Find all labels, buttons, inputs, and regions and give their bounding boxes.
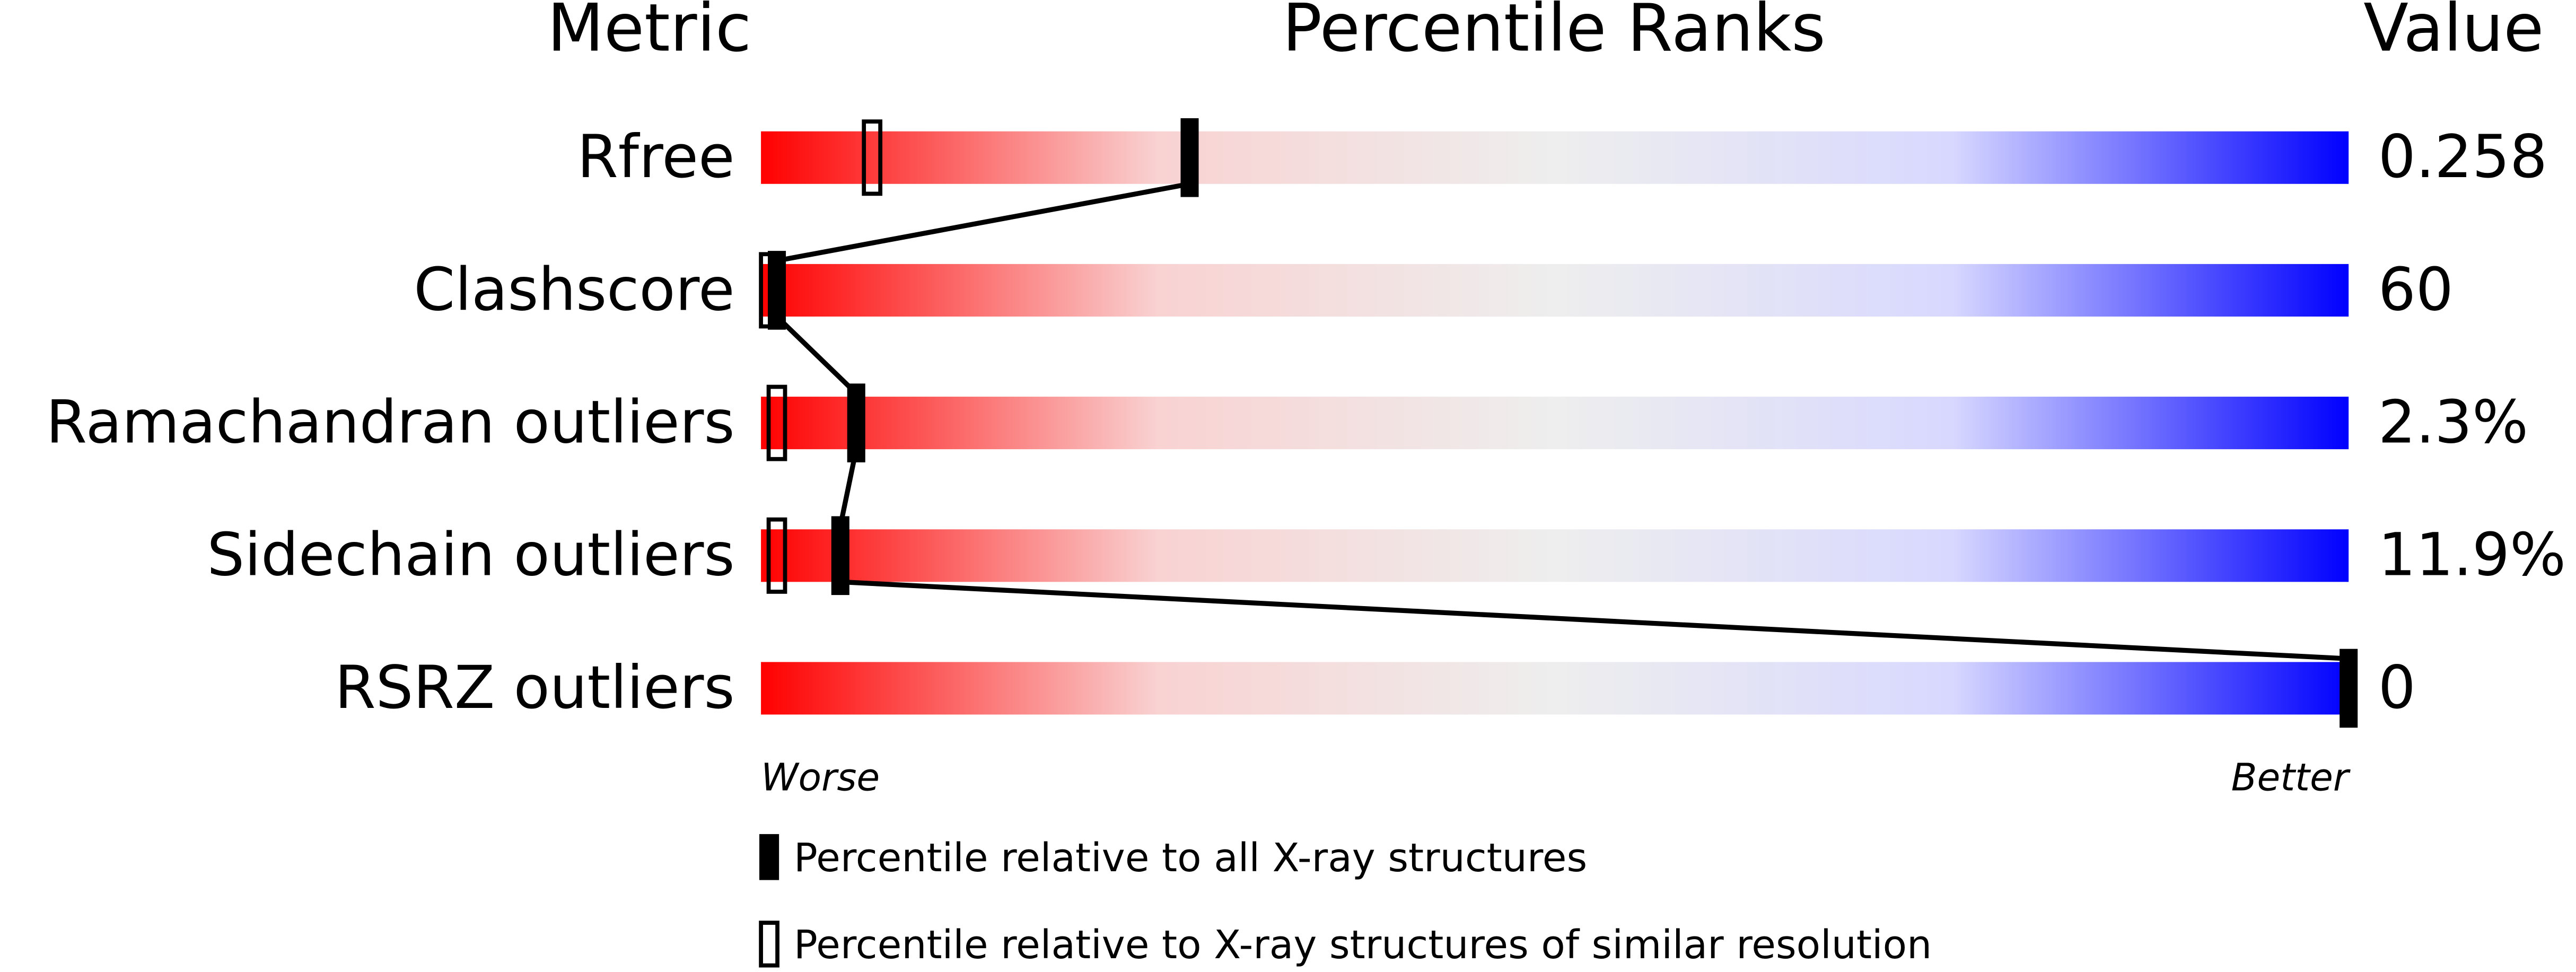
percentile-marker bbox=[1180, 118, 1199, 197]
metric-label: Sidechain outliers bbox=[207, 521, 734, 590]
metric-label: Rfree bbox=[577, 123, 734, 191]
percentile-bar bbox=[761, 264, 2349, 317]
percentile-marker bbox=[2340, 649, 2358, 728]
percentile-bar bbox=[761, 131, 2349, 184]
percentile-bar bbox=[761, 529, 2349, 582]
connector bbox=[840, 579, 2349, 661]
similar-marker bbox=[766, 517, 787, 594]
connector bbox=[775, 314, 858, 396]
similar-marker bbox=[766, 384, 787, 461]
percentile-marker bbox=[831, 516, 849, 596]
metric-value: 11.9% bbox=[2378, 521, 2566, 590]
metric-value: 2.3% bbox=[2378, 389, 2528, 457]
low-label: Worse bbox=[761, 755, 880, 799]
high-label: Better bbox=[2231, 755, 2351, 799]
similar-marker bbox=[862, 119, 883, 196]
metric-value: 0 bbox=[2378, 654, 2416, 722]
metric-label: RSRZ outliers bbox=[335, 654, 734, 722]
legend-label: Percentile relative to X-ray structures … bbox=[794, 922, 1932, 968]
percentile-marker bbox=[847, 383, 865, 462]
value-header: Value bbox=[2363, 0, 2544, 67]
legend-swatch bbox=[759, 921, 779, 968]
metric-label: Clashscore bbox=[414, 256, 734, 324]
metric-value: 0.258 bbox=[2378, 123, 2547, 191]
percentile-bar bbox=[761, 397, 2349, 450]
legend-swatch bbox=[759, 834, 779, 880]
connector bbox=[776, 181, 1190, 264]
percentile-bar bbox=[761, 662, 2349, 715]
legend-label: Percentile relative to all X-ray structu… bbox=[794, 835, 1587, 881]
similar-marker bbox=[759, 252, 779, 329]
category-header: Metric bbox=[547, 0, 751, 67]
metric-value: 60 bbox=[2378, 256, 2454, 324]
metric-label: Ramachandran outliers bbox=[46, 389, 735, 457]
chart-title: Percentile Ranks bbox=[1282, 0, 1825, 67]
